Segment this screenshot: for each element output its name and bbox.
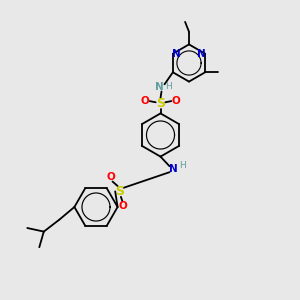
Text: N: N <box>197 49 206 59</box>
Text: S: S <box>156 97 165 110</box>
Text: H: H <box>165 82 172 91</box>
Text: N: N <box>169 164 178 174</box>
Text: N: N <box>155 82 164 92</box>
Text: O: O <box>140 96 149 106</box>
Text: O: O <box>118 201 127 211</box>
Text: S: S <box>116 185 124 198</box>
Text: N: N <box>172 49 181 59</box>
Text: O: O <box>106 172 116 182</box>
Text: O: O <box>172 96 181 106</box>
Text: H: H <box>179 161 185 170</box>
